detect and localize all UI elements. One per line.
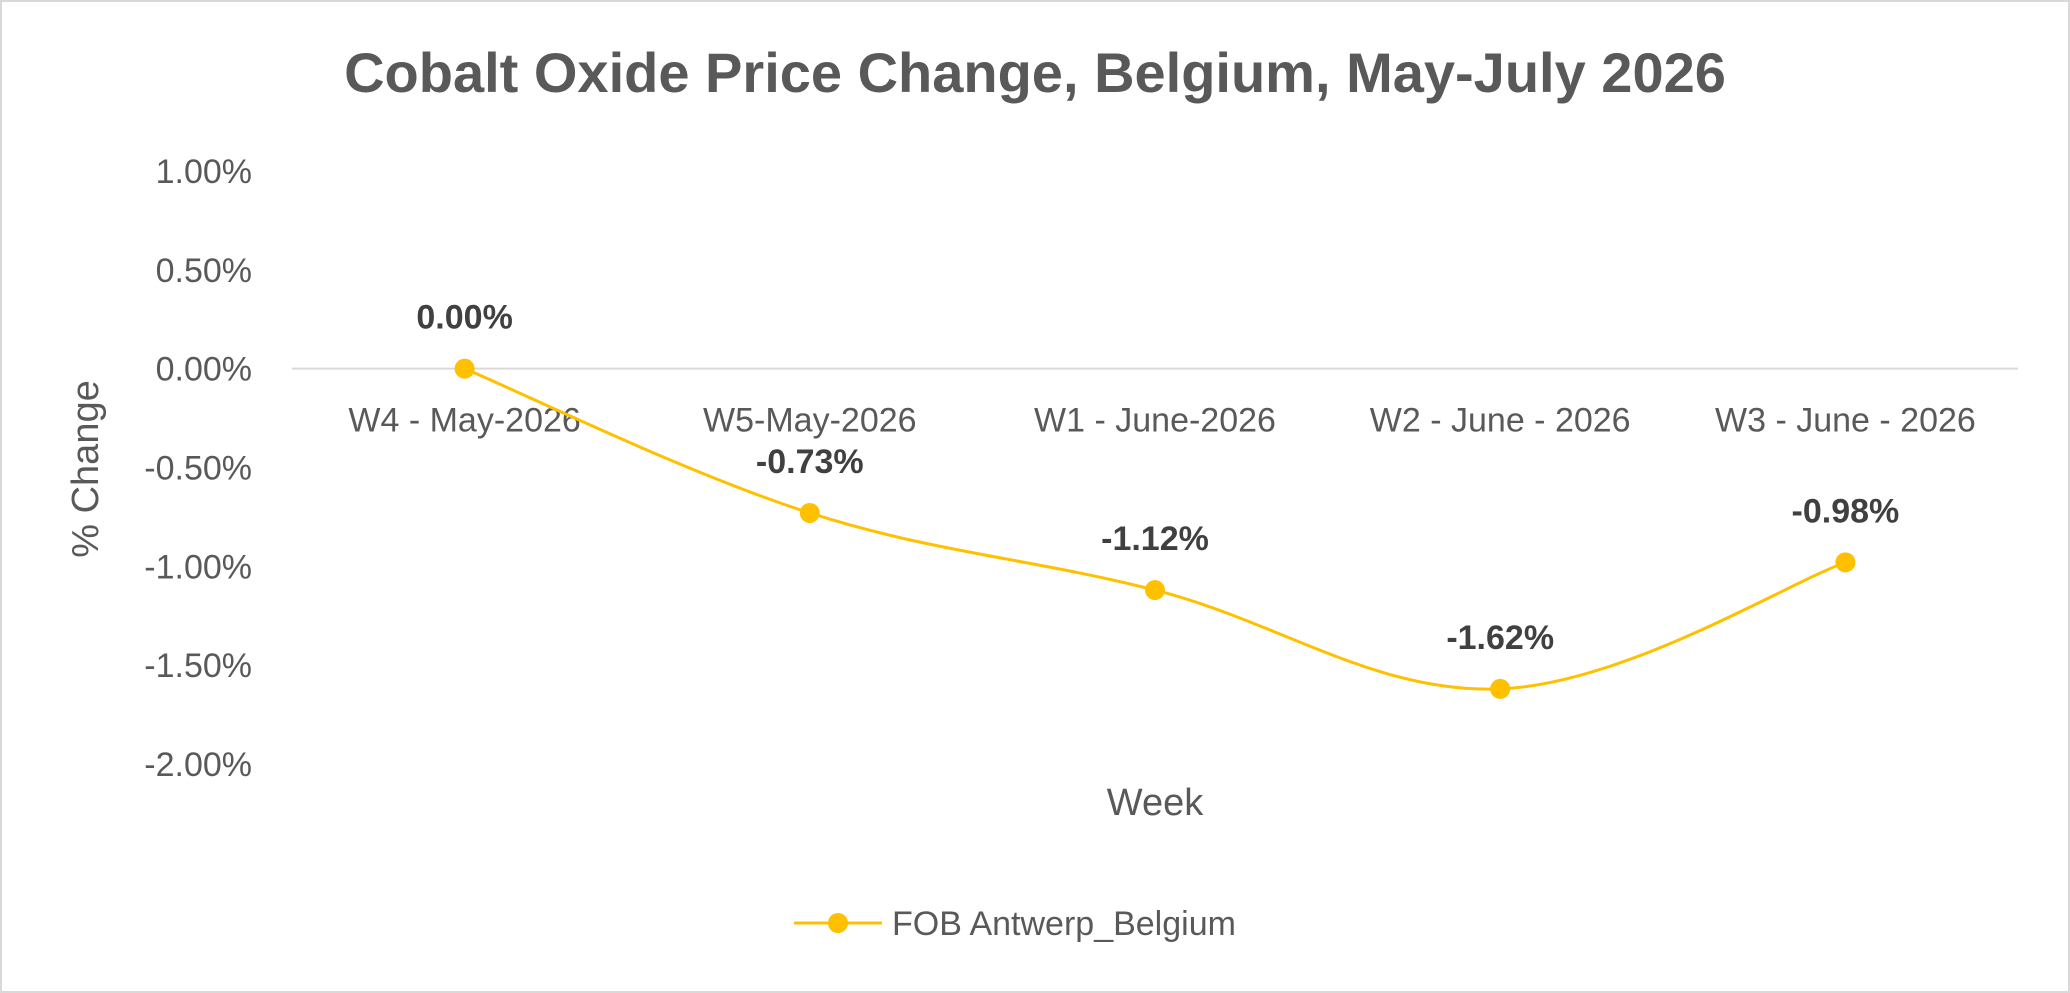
legend-point-marker xyxy=(828,913,848,933)
y-tick-label: -0.50% xyxy=(144,450,252,488)
y-tick-label: -1.00% xyxy=(144,548,252,586)
data-point xyxy=(1145,580,1165,601)
data-point xyxy=(1490,678,1511,699)
y-tick-label: 1.00% xyxy=(156,153,252,191)
data-point xyxy=(799,502,820,523)
data-label: -0.98% xyxy=(1792,492,1900,530)
x-tick-label: W1 - June-2026 xyxy=(1034,402,1276,440)
y-tick-label: -1.50% xyxy=(144,647,252,685)
data-labels: 0.00% -0.73% -1.12% -1.62% -0.98% xyxy=(416,299,1899,657)
x-tick-label: W4 - May-2026 xyxy=(348,402,580,440)
data-label: 0.00% xyxy=(416,299,512,337)
y-axis-title: % Change xyxy=(65,380,107,557)
y-tick-label: 0.50% xyxy=(156,252,252,290)
x-tick-label: W2 - June - 2026 xyxy=(1370,402,1631,440)
x-axis-ticks: W4 - May-2026 W5-May-2026 W1 - June-2026 W2… xyxy=(348,402,1975,440)
y-tick-label: -2.00% xyxy=(144,746,252,784)
x-tick-label: W5-May-2026 xyxy=(703,402,917,440)
data-point xyxy=(1835,552,1856,573)
data-label: -1.12% xyxy=(1101,520,1209,558)
series-points xyxy=(454,358,1856,699)
chart-title: Cobalt Oxide Price Change, Belgium, May-… xyxy=(344,41,1726,104)
x-axis-title: Week xyxy=(1107,782,1204,824)
legend-label: FOB Antwerp_Belgium xyxy=(892,905,1236,943)
x-tick-label: W3 - June - 2026 xyxy=(1715,402,1976,440)
y-tick-label: 0.00% xyxy=(156,351,252,389)
data-label: -0.73% xyxy=(756,443,864,481)
y-axis-ticks: 1.00% 0.50% 0.00% -0.50% -1.00% -1.50% -2.00% xyxy=(144,153,252,784)
data-point xyxy=(454,358,475,379)
legend: FOB Antwerp_Belgium xyxy=(794,905,1236,943)
data-label: -1.62% xyxy=(1446,619,1554,657)
